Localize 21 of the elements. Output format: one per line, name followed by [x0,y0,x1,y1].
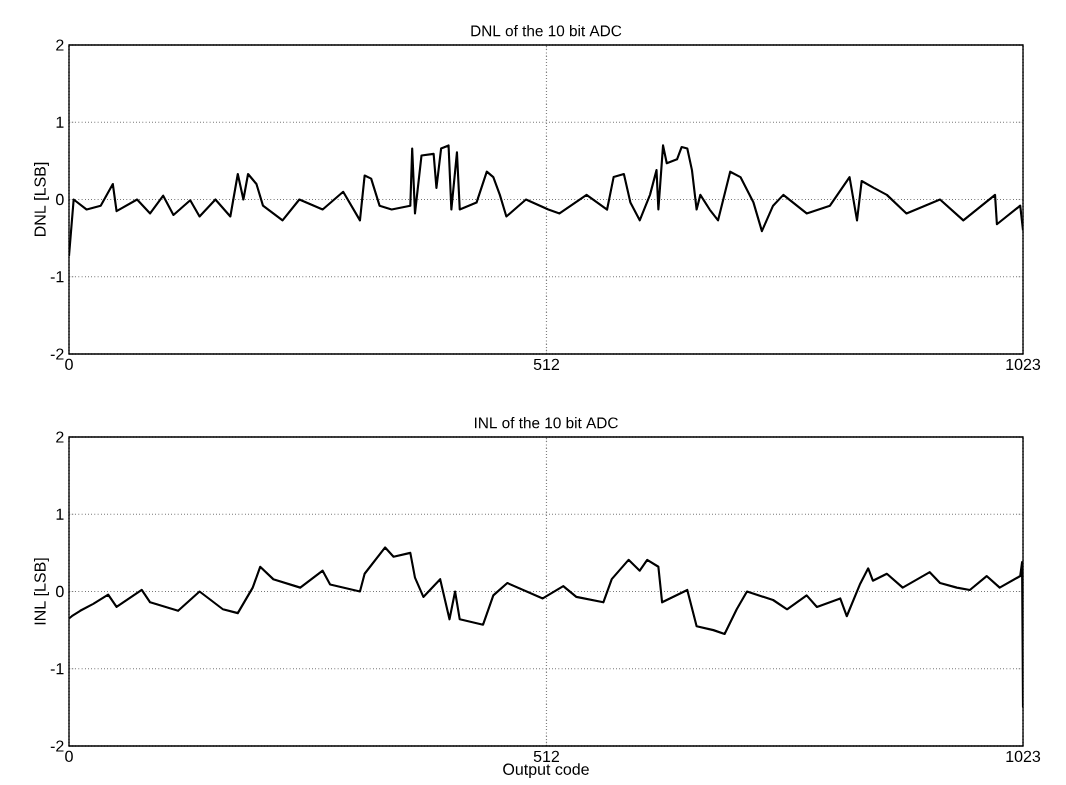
x-tick-label: 1023 [1006,358,1041,371]
x-tick-label: 512 [533,750,560,763]
y-tick-label: -2 [50,348,64,360]
x-tick-label: 0 [65,750,73,763]
y-tick-label: -2 [50,740,64,752]
x-axis-title: Output code [503,763,589,779]
y-tick-label: 1 [56,508,64,520]
y-axis-title: DNL [LSB] [34,162,49,236]
chart-title: DNL of the 10 bit ADC [471,25,622,37]
x-tick-label: 0 [65,358,73,371]
x-tick-label: 1023 [1006,750,1041,763]
y-tick-label: 0 [56,193,64,206]
y-tick-label: 2 [56,39,64,51]
y-tick-label: -1 [50,663,64,675]
y-tick-label: -1 [50,271,64,283]
y-tick-label: 1 [56,116,64,128]
y-tick-label: 2 [56,431,64,443]
y-axis-title: INL [LSB] [34,558,49,625]
y-tick-label: 0 [56,585,64,598]
chart-title: INL of the 10 bit ADC [474,417,618,429]
x-tick-label: 512 [533,358,560,371]
